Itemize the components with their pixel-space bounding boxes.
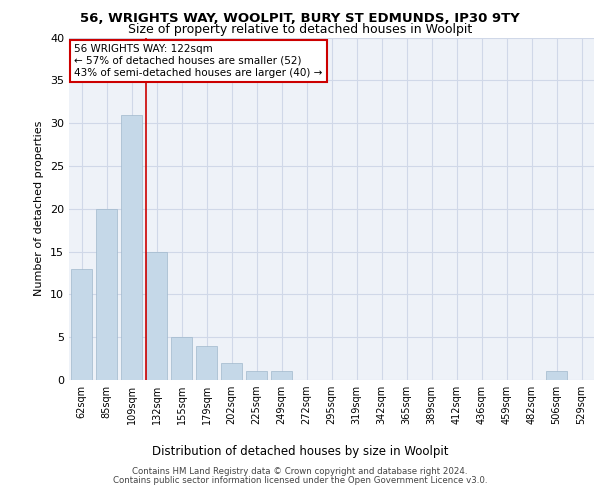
Bar xyxy=(121,114,142,380)
Text: Distribution of detached houses by size in Woolpit: Distribution of detached houses by size … xyxy=(152,444,448,458)
Bar xyxy=(71,268,92,380)
Bar xyxy=(146,252,167,380)
Text: Contains public sector information licensed under the Open Government Licence v3: Contains public sector information licen… xyxy=(113,476,487,485)
Bar xyxy=(546,372,567,380)
Text: Size of property relative to detached houses in Woolpit: Size of property relative to detached ho… xyxy=(128,24,472,36)
Text: 56, WRIGHTS WAY, WOOLPIT, BURY ST EDMUNDS, IP30 9TY: 56, WRIGHTS WAY, WOOLPIT, BURY ST EDMUND… xyxy=(80,12,520,26)
Bar xyxy=(96,209,117,380)
Bar xyxy=(271,372,292,380)
Text: 56 WRIGHTS WAY: 122sqm
← 57% of detached houses are smaller (52)
43% of semi-det: 56 WRIGHTS WAY: 122sqm ← 57% of detached… xyxy=(74,44,323,78)
Bar xyxy=(171,337,192,380)
Y-axis label: Number of detached properties: Number of detached properties xyxy=(34,121,44,296)
Bar xyxy=(246,372,267,380)
Bar xyxy=(221,363,242,380)
Bar xyxy=(196,346,217,380)
Text: Contains HM Land Registry data © Crown copyright and database right 2024.: Contains HM Land Registry data © Crown c… xyxy=(132,467,468,476)
